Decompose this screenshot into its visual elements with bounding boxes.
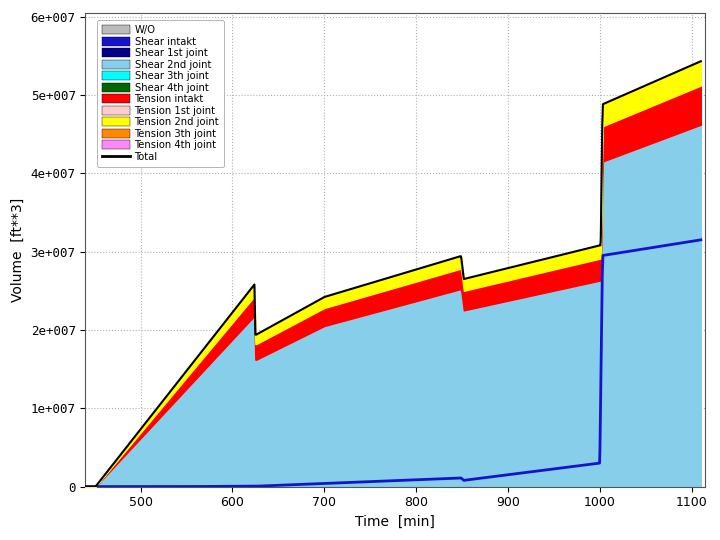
Legend: W/O, Shear intakt, Shear 1st joint, Shear 2nd joint, Shear 3th joint, Shear 4th : W/O, Shear intakt, Shear 1st joint, Shea… [96,20,224,166]
X-axis label: Time  [min]: Time [min] [356,515,436,529]
Y-axis label: Volume  [ft**3]: Volume [ft**3] [11,198,25,302]
